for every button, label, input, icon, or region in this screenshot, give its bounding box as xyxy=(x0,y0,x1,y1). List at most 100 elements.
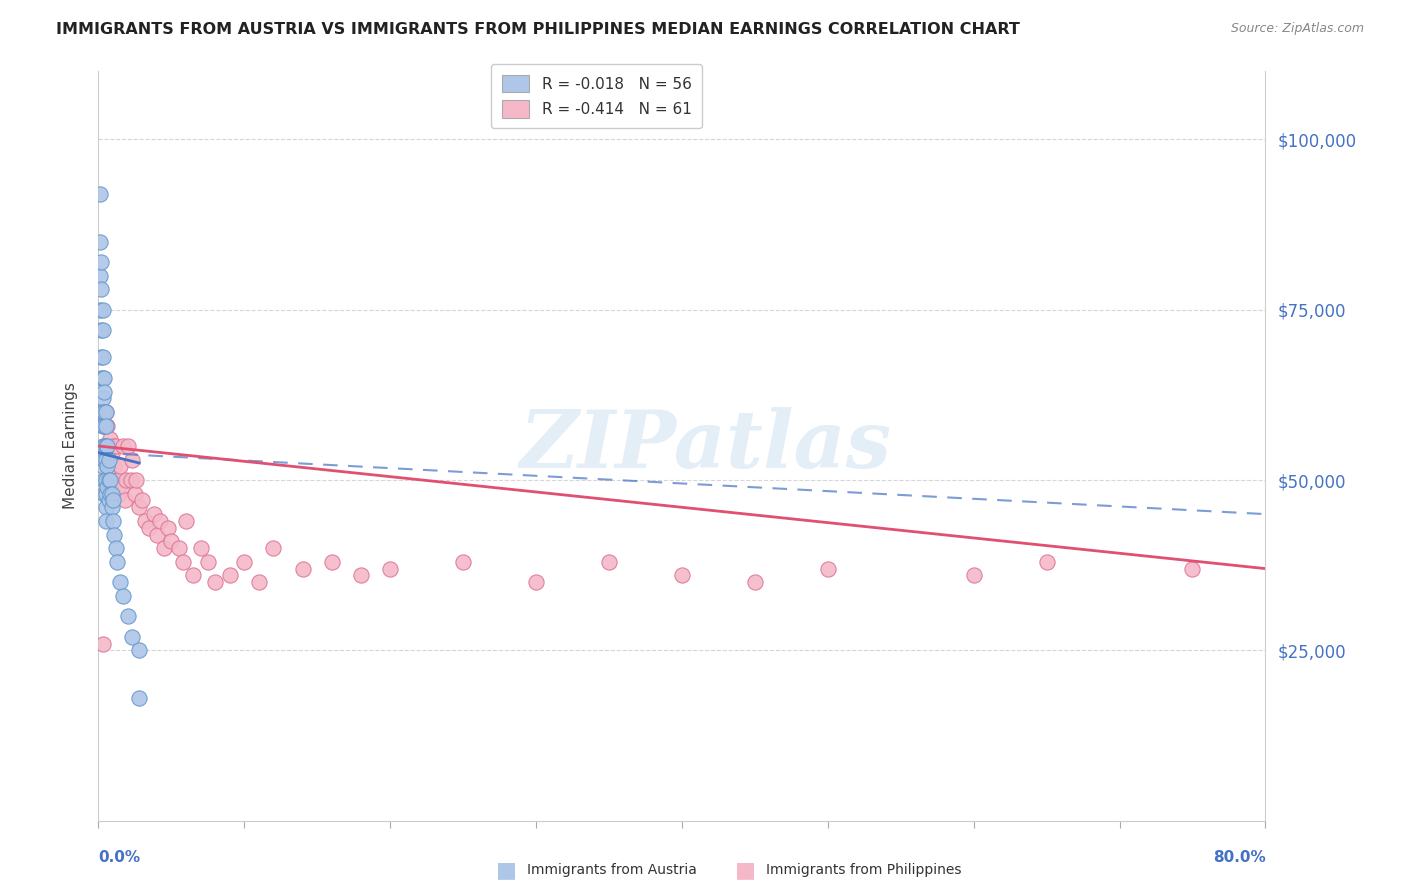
Point xyxy=(197,555,219,569)
Point xyxy=(350,568,373,582)
Point xyxy=(100,446,122,460)
Point xyxy=(110,459,132,474)
Point xyxy=(101,493,124,508)
Point xyxy=(124,486,146,500)
Point xyxy=(153,541,176,556)
Point xyxy=(218,568,240,582)
Point xyxy=(181,568,204,582)
Point xyxy=(101,439,124,453)
Point xyxy=(451,555,474,569)
Text: 80.0%: 80.0% xyxy=(1212,850,1265,865)
Text: Source: ZipAtlas.com: Source: ZipAtlas.com xyxy=(1230,22,1364,36)
Point xyxy=(101,514,124,528)
Point xyxy=(97,452,120,467)
Point xyxy=(233,555,256,569)
Point xyxy=(90,323,112,337)
Point xyxy=(97,493,120,508)
Point xyxy=(91,392,114,406)
Point xyxy=(96,418,118,433)
Point xyxy=(94,452,117,467)
Text: ZIPatlas: ZIPatlas xyxy=(519,408,891,484)
Point xyxy=(93,473,115,487)
Point xyxy=(94,500,117,515)
Point xyxy=(321,555,343,569)
Point xyxy=(125,473,148,487)
Point xyxy=(91,636,114,650)
Point xyxy=(817,561,839,575)
Point xyxy=(112,439,135,453)
Point xyxy=(93,405,115,419)
Point xyxy=(98,473,121,487)
Point xyxy=(104,439,127,453)
Point xyxy=(1035,555,1057,569)
Point xyxy=(98,432,121,446)
Point xyxy=(97,473,120,487)
Text: IMMIGRANTS FROM AUSTRIA VS IMMIGRANTS FROM PHILIPPINES MEDIAN EARNINGS CORRELATI: IMMIGRANTS FROM AUSTRIA VS IMMIGRANTS FR… xyxy=(56,22,1021,37)
Text: Immigrants from Philippines: Immigrants from Philippines xyxy=(766,863,962,877)
Point xyxy=(91,459,114,474)
Y-axis label: Median Earnings: Median Earnings xyxy=(63,383,77,509)
Point xyxy=(96,459,118,474)
Point xyxy=(134,514,156,528)
Point xyxy=(91,302,114,317)
Point xyxy=(110,575,132,590)
Point xyxy=(291,561,314,575)
Point xyxy=(104,541,127,556)
Point xyxy=(90,371,112,385)
Point xyxy=(101,473,124,487)
Text: ■: ■ xyxy=(735,860,755,880)
Point xyxy=(91,405,114,419)
Point xyxy=(97,473,120,487)
Point xyxy=(142,507,165,521)
Point xyxy=(149,514,172,528)
Point xyxy=(111,480,134,494)
Point xyxy=(91,418,114,433)
Point xyxy=(105,555,128,569)
Point xyxy=(96,480,118,494)
Point xyxy=(100,486,122,500)
Point xyxy=(117,609,139,624)
Point xyxy=(90,351,112,365)
Point xyxy=(114,493,136,508)
Point xyxy=(247,575,270,590)
Point xyxy=(94,514,117,528)
Text: ■: ■ xyxy=(496,860,516,880)
Point xyxy=(146,527,169,541)
Text: 0.0%: 0.0% xyxy=(98,850,141,865)
Point xyxy=(262,541,284,556)
Point xyxy=(190,541,212,556)
Point xyxy=(94,439,117,453)
Point xyxy=(100,500,122,515)
Point xyxy=(89,302,111,317)
Point xyxy=(128,643,150,657)
Point xyxy=(93,486,115,500)
Point xyxy=(98,459,121,474)
Point xyxy=(94,486,117,500)
Point xyxy=(90,282,112,296)
Point xyxy=(598,555,620,569)
Point xyxy=(157,521,180,535)
Point xyxy=(94,418,117,433)
Point xyxy=(120,473,142,487)
Point xyxy=(93,439,115,453)
Point xyxy=(94,405,117,419)
Point xyxy=(744,575,766,590)
Point xyxy=(93,418,115,433)
Point xyxy=(172,555,194,569)
Point xyxy=(93,371,115,385)
Point xyxy=(89,186,111,201)
Point xyxy=(115,473,138,487)
Point xyxy=(96,459,118,474)
Point xyxy=(138,521,160,535)
Point xyxy=(105,473,128,487)
Point xyxy=(91,439,114,453)
Point xyxy=(121,630,143,644)
Point xyxy=(128,691,150,706)
Point xyxy=(97,439,120,453)
Point xyxy=(90,255,112,269)
Point xyxy=(91,323,114,337)
Point xyxy=(380,561,402,575)
Point xyxy=(1181,561,1204,575)
Point xyxy=(94,439,117,453)
Point xyxy=(93,384,115,399)
